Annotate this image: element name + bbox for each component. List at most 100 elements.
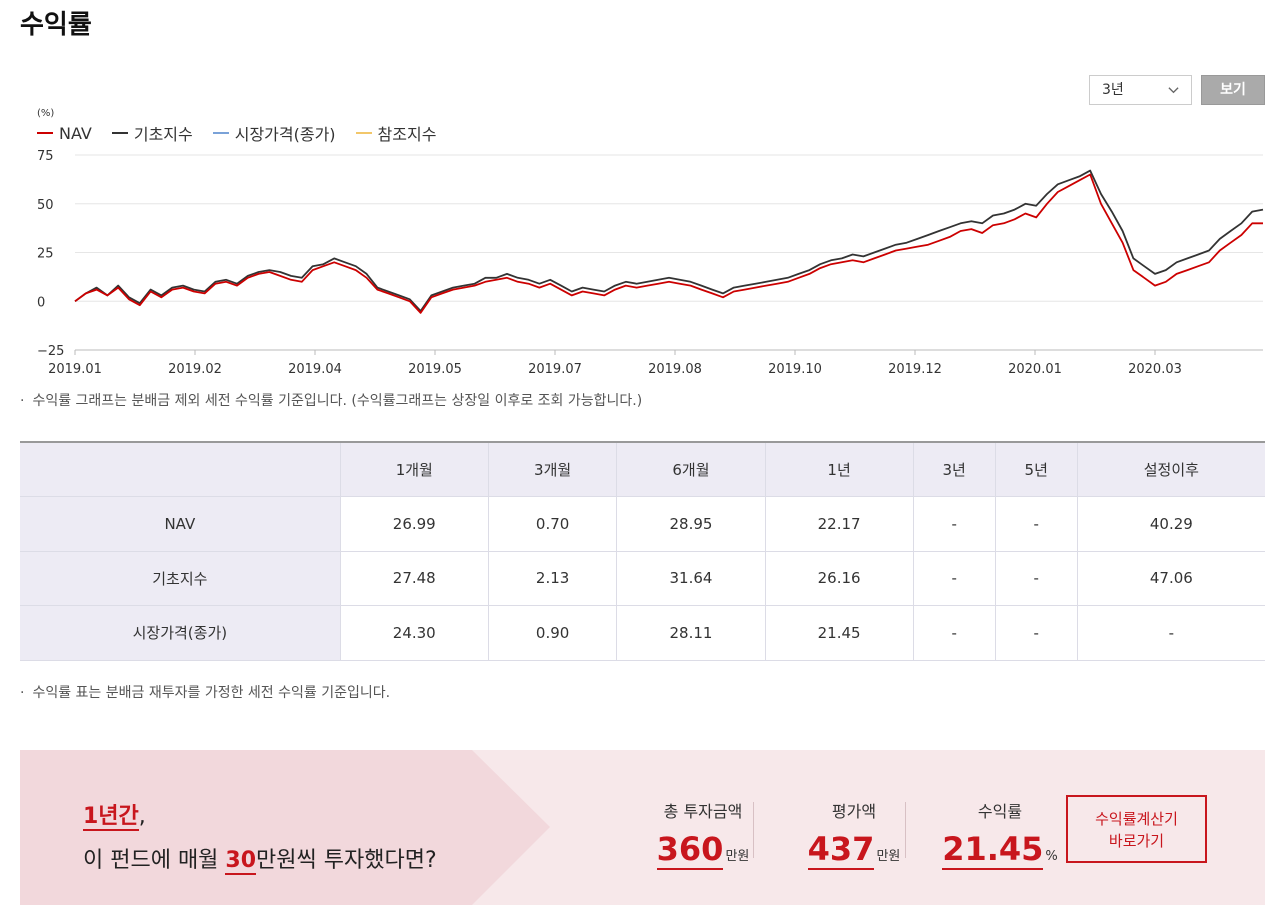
chart-note-text: 수익률 그래프는 분배금 제외 세전 수익률 기준입니다. (수익률그래프는 상… [32,393,643,409]
legend-label-nav: NAV [59,123,92,143]
legend-swatch-reference-index [355,132,372,134]
table-cell: 26.16 [764,550,914,606]
series-line-base-index [74,169,1264,312]
period-select[interactable]: 3년 [1089,75,1192,105]
table-row: 기초지수 27.48 2.13 31.64 26.16 - - 47.06 [20,550,1265,606]
banner-period-highlight: 1년간 [83,804,139,831]
table-header-cell: 3개월 [487,441,618,497]
table-cell: 0.70 [487,496,618,552]
table-header-cell: 6개월 [616,441,766,497]
table-cell: - [994,605,1078,661]
stat-divider [753,802,754,858]
table-header-row: 1개월 3개월 6개월 1년 3년 5년 설정이후 [20,441,1265,497]
legend-swatch-base-index [111,132,128,134]
y-tick-label: 25 [37,247,54,262]
banner-amount-highlight: 30 [225,848,257,875]
table-cell: 28.11 [616,605,766,661]
y-tick-label: 0 [37,295,45,310]
table-cell: 24.30 [339,605,489,661]
table-cell: - [994,496,1078,552]
chart-note-bullet: · [20,393,25,409]
stat-label: 총 투자금액 [663,802,743,821]
return-calculator-button[interactable]: 수익률계산기 바로가기 [1066,795,1207,863]
stat-value: 360 만원 [628,830,778,870]
table-cell: - [912,496,996,552]
table-cell: - [1076,605,1265,661]
chevron-down-icon [1168,87,1179,94]
stat-divider [905,802,906,858]
table-header-cell: 1년 [764,441,914,497]
chart-legend: NAV 기초지수 시장가격(종가) 참조지수 [37,121,436,145]
legend-item-market-price[interactable]: 시장가격(종가) [212,121,336,145]
table-cell: 28.95 [616,496,766,552]
series-line-nav [74,173,1263,314]
y-tick-label: 50 [37,198,54,213]
table-note-text: 수익률 표는 분배금 재투자를 가정한 세전 수익률 기준입니다. [32,685,391,701]
stat-valuation: 평가액 437 만원 [779,798,929,870]
table-cell: 26.99 [339,496,489,552]
stat-number: 21.45 [942,830,1044,870]
page-title: 수익률 [20,10,92,40]
legend-item-base-index[interactable]: 기초지수 [111,121,193,145]
y-tick-label: 75 [37,149,54,164]
table-cell: 2.13 [487,550,618,606]
table-cell: 22.17 [764,496,914,552]
x-tick-label: 2019.01 [48,362,102,377]
table-header-cell: 설정이후 [1076,441,1265,497]
y-tick-label: −25 [37,344,64,359]
legend-label-base-index: 기초지수 [133,125,193,144]
stat-total-investment: 총 투자금액 360 만원 [628,798,778,870]
table-cell: 31.64 [616,550,766,606]
banner-q2-suffix: 만원씩 투자했다면? [256,848,437,873]
table-header-cell: 3년 [912,441,996,497]
returns-line-chart: 75 50 25 0 −25 2019.01 2019.02 2019.04 2019.05 20… [37,149,1264,377]
x-tick-label: 2019.02 [168,362,222,377]
table-cell: 40.29 [1076,496,1265,552]
banner-arrow-panel [20,750,550,905]
banner-question-line2: 이 펀드에 매월 30만원씩 투자했다면? [83,842,437,875]
table-cell: - [912,550,996,606]
legend-item-nav[interactable]: NAV [37,121,92,145]
view-button[interactable]: 보기 [1201,75,1265,105]
table-row-label: NAV [20,496,341,552]
legend-label-reference-index: 참조지수 [377,125,437,144]
table-cell: 47.06 [1076,550,1265,606]
legend-swatch-market-price [212,132,229,134]
calc-button-line1: 수익률계산기 [1095,810,1178,828]
table-cell: 21.45 [764,605,914,661]
stat-number: 437 [807,830,875,870]
stat-label: 수익률 [977,802,1023,821]
legend-label-market-price: 시장가격(종가) [234,125,336,144]
x-tick-label: 2019.10 [768,362,822,377]
stat-unit: 만원 [725,849,750,864]
x-tick-label: 2020.01 [1008,362,1062,377]
table-cell: 27.48 [339,550,489,606]
stat-number: 360 [656,830,724,870]
legend-swatch-nav [37,132,53,134]
x-tick-label: 2020.03 [1128,362,1182,377]
table-row-label: 시장가격(종가) [20,605,341,661]
table-note: · 수익률 표는 분배금 재투자를 가정한 세전 수익률 기준입니다. [20,682,390,702]
table-header-cell: 1개월 [339,441,489,497]
x-tick-label: 2019.07 [528,362,582,377]
stat-value: 437 만원 [779,830,929,870]
x-tick-label: 2019.12 [888,362,942,377]
x-tick-label: 2019.08 [648,362,702,377]
banner-q2-prefix: 이 펀드에 매월 [83,848,226,873]
stat-return-rate: 수익률 21.45% [925,798,1075,870]
stat-unit: % [1045,849,1058,864]
stat-unit: 만원 [876,849,901,864]
table-header-cell: 5년 [994,441,1078,497]
calc-button-line2: 바로가기 [1108,832,1165,850]
table-header-cell [20,441,341,497]
table-cell: - [994,550,1078,606]
stat-label: 평가액 [831,802,877,821]
banner-question-line1: 1년간, [83,798,146,831]
x-tick-label: 2019.05 [408,362,462,377]
legend-item-reference-index[interactable]: 참조지수 [355,121,437,145]
banner-q1-suffix: , [138,804,146,829]
table-row: 시장가격(종가) 24.30 0.90 28.11 21.45 - - - [20,605,1265,661]
investment-banner: 1년간, 이 펀드에 매월 30만원씩 투자했다면? 총 투자금액 360 만원 … [20,750,1265,905]
x-tick-label: 2019.04 [288,362,342,377]
table-note-bullet: · [20,685,25,701]
